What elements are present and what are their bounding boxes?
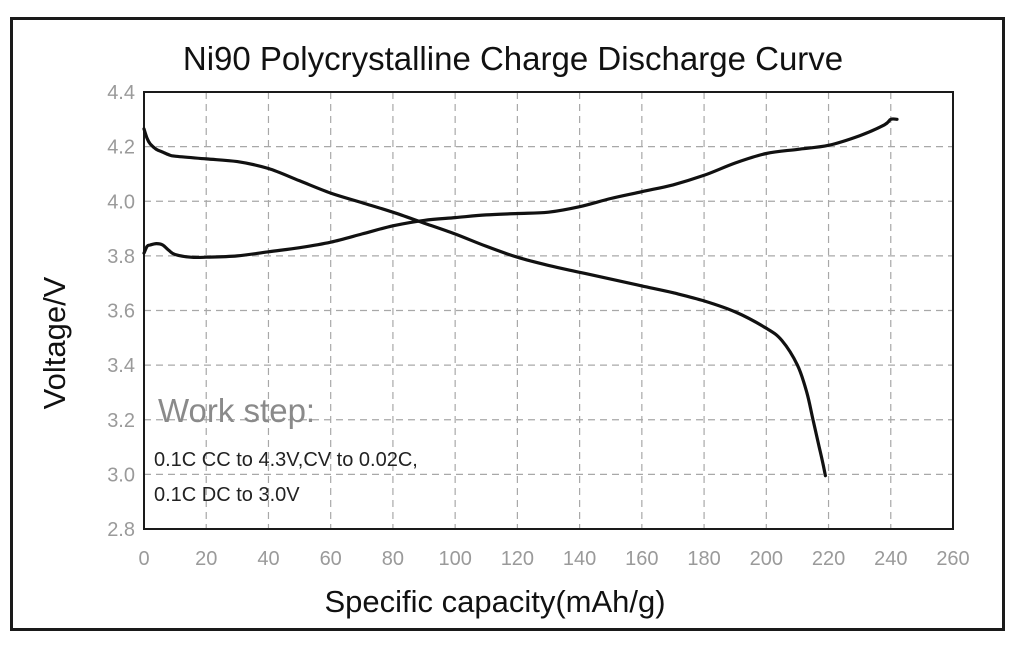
x-tick-label: 120 <box>501 548 534 570</box>
y-tick-label: 4.2 <box>107 137 135 159</box>
chart-frame: Ni90 Polycrystalline Charge Discharge Cu… <box>10 17 1005 631</box>
y-tick-label: 4.0 <box>107 191 135 213</box>
work-step-heading: Work step: <box>158 392 315 429</box>
work-step-line-1: 0.1C CC to 4.3V,CV to 0.02C, <box>154 449 418 471</box>
y-axis-label: Voltage/V <box>37 276 72 409</box>
x-axis-label: Specific capacity(mAh/g) <box>324 584 665 619</box>
y-tick-label: 3.6 <box>107 301 135 323</box>
y-tick-label: 3.8 <box>107 246 135 268</box>
discharge-curve <box>142 127 827 478</box>
x-tick-label: 160 <box>625 548 658 570</box>
y-tick-label: 3.0 <box>107 464 135 486</box>
x-tick-label: 80 <box>382 548 404 570</box>
x-tick-label: 100 <box>438 548 471 570</box>
x-tick-label: 140 <box>563 548 596 570</box>
chart-title: Ni90 Polycrystalline Charge Discharge Cu… <box>183 40 843 77</box>
y-tick-label: 3.4 <box>107 355 135 377</box>
work-step-line-2: 0.1C DC to 3.0V <box>154 484 300 506</box>
x-tick-label: 40 <box>257 548 279 570</box>
chart-svg: Ni90 Polycrystalline Charge Discharge Cu… <box>37 40 970 619</box>
charge-curve <box>142 117 899 260</box>
x-tick-label: 60 <box>320 548 342 570</box>
x-tick-label: 260 <box>936 548 969 570</box>
x-tick-label: 200 <box>750 548 783 570</box>
series-lines <box>142 117 899 478</box>
x-tick-label: 20 <box>195 548 217 570</box>
x-tick-label: 0 <box>138 548 149 570</box>
x-tick-label: 240 <box>874 548 907 570</box>
y-tick-label: 2.8 <box>107 519 135 541</box>
x-tick-label: 180 <box>687 548 720 570</box>
tick-labels: 0 20 40 60 80 100 120 140 160 180 200 220 240 260 2.8 3… <box>107 82 970 570</box>
plot-area-border <box>143 91 954 530</box>
y-tick-label: 4.4 <box>107 82 135 104</box>
x-tick-label: 220 <box>812 548 845 570</box>
y-tick-label: 3.2 <box>107 410 135 432</box>
